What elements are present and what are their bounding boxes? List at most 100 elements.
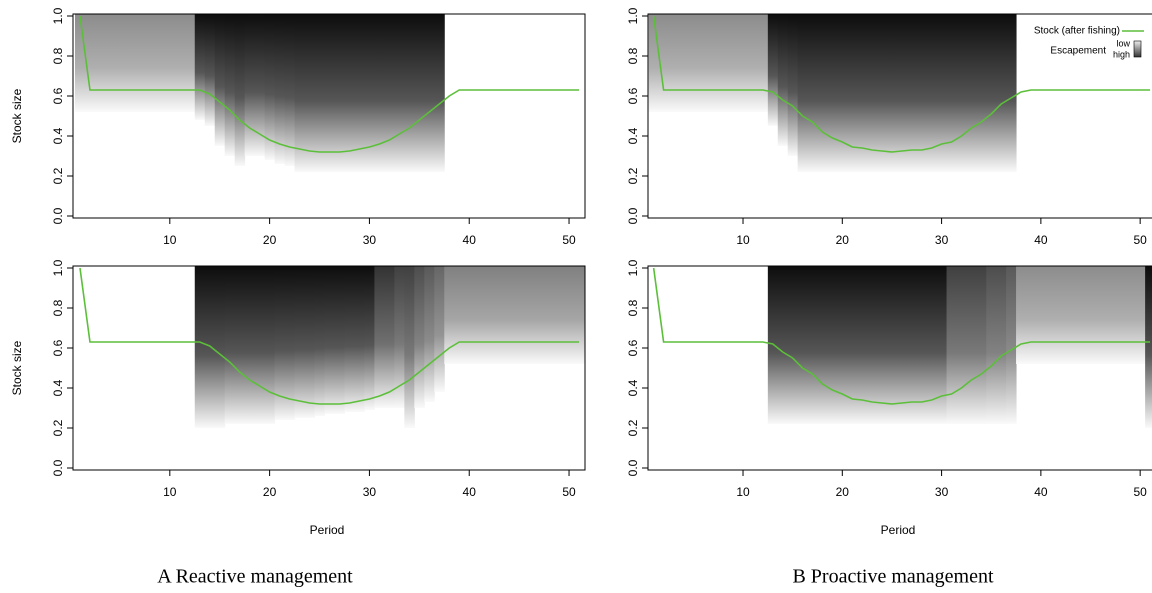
x-tick-label: 40	[1034, 233, 1048, 247]
escapement-cell	[926, 266, 938, 424]
escapement-cell	[1065, 266, 1077, 364]
escapement-cell	[224, 266, 236, 424]
escapement-cell	[224, 14, 236, 156]
y-tick-label: 0.4	[626, 127, 640, 144]
plot-frame	[647, 265, 1152, 471]
escapement-cell	[718, 14, 729, 112]
escapement-cell	[364, 14, 375, 172]
escapement-cell	[807, 266, 818, 424]
escapement-cell	[817, 14, 828, 172]
x-tick-label: 20	[263, 233, 277, 247]
escapement-cell	[524, 266, 535, 364]
y-tick-label: 0.6	[626, 87, 640, 104]
y-tick-label: 0.0	[51, 459, 65, 476]
escapement-cell	[956, 14, 967, 172]
y-tick-label: 0.0	[626, 207, 640, 224]
escapement-cell	[966, 14, 977, 172]
escapement-cell	[124, 14, 136, 112]
escapement-cell	[324, 266, 335, 414]
x-tick-label: 40	[1034, 485, 1048, 499]
escapement-cell	[394, 266, 405, 408]
y-tick-label: 0.8	[51, 47, 65, 64]
escapement-cell	[896, 14, 908, 172]
escapement-cell	[334, 266, 345, 414]
escapement-cell	[274, 14, 286, 164]
escapement-cell	[274, 266, 286, 420]
escapement-cell	[847, 14, 858, 172]
plot-area	[652, 266, 1152, 428]
x-tick-label: 40	[463, 233, 477, 247]
escapement-cell	[94, 14, 106, 112]
escapement-cell	[204, 14, 216, 126]
caption: B Proactive management	[792, 566, 993, 588]
legend-label: Stock (after fishing)	[1034, 26, 1120, 37]
escapement-cell	[534, 266, 545, 364]
escapement-cell	[787, 266, 799, 424]
plot-area	[74, 14, 580, 172]
escapement-cell	[658, 14, 670, 112]
escapement-cell	[184, 14, 196, 112]
escapement-cell	[214, 14, 226, 146]
escapement-cell	[324, 14, 335, 172]
escapement-cell	[996, 14, 1007, 172]
x-axis-label: Period	[881, 523, 916, 537]
y-tick-label: 1.0	[626, 259, 640, 276]
escapement-cell	[304, 266, 316, 418]
escapement-cell	[1145, 266, 1152, 428]
escapement-cell	[264, 14, 276, 160]
escapement-cell	[264, 266, 276, 424]
y-tick-label: 0.4	[51, 127, 65, 144]
escapement-cell	[867, 266, 878, 424]
escapement-cell	[817, 266, 828, 424]
escapement-cell	[767, 14, 779, 126]
escapement-cell	[234, 266, 246, 424]
escapement-cell	[1105, 266, 1116, 364]
y-tick-label: 1.0	[51, 7, 65, 24]
escapement-cell	[234, 14, 246, 166]
escapement-cell	[1006, 14, 1017, 172]
escapement-cell	[906, 14, 918, 172]
escapement-cell	[1095, 266, 1106, 364]
escapement-cell	[1125, 266, 1136, 364]
escapement-cell	[1035, 266, 1047, 364]
escapement-cell	[827, 14, 838, 172]
x-tick-label: 40	[463, 485, 477, 499]
escapement-cell	[384, 266, 395, 408]
y-tick-label: 0.2	[626, 167, 640, 184]
x-tick-label: 20	[263, 485, 277, 499]
escapement-cell	[896, 266, 908, 424]
x-tick-label: 30	[363, 233, 377, 247]
stock-line	[652, 267, 1151, 405]
escapement-cell	[194, 266, 206, 428]
escapement-cell	[434, 266, 445, 392]
legend-title: Escapement	[1050, 46, 1106, 57]
caption: A Reactive management	[157, 566, 353, 588]
escapement-cell	[1016, 266, 1027, 364]
y-tick-label: 0.0	[51, 207, 65, 224]
x-tick-label: 20	[836, 233, 850, 247]
escapement-cell	[1075, 266, 1087, 364]
escapement-cell	[936, 266, 948, 424]
escapement-cell	[214, 266, 226, 428]
escapement-cell	[936, 14, 948, 172]
plot-area	[79, 266, 585, 428]
y-tick-label: 0.2	[626, 419, 640, 436]
escapement-cell	[284, 266, 296, 420]
x-tick-label: 10	[736, 233, 750, 247]
escapement-cell	[886, 266, 898, 424]
x-tick-label: 10	[163, 485, 177, 499]
escapement-cell	[916, 266, 928, 424]
y-tick-label: 1.0	[626, 7, 640, 24]
escapement-cell	[857, 14, 868, 172]
escapement-cell	[747, 14, 759, 112]
x-tick-label: 10	[736, 485, 750, 499]
escapement-cell	[986, 14, 997, 172]
escapement-cell	[668, 14, 679, 112]
escapement-cell	[787, 14, 799, 156]
escapement-cell	[424, 266, 435, 402]
stock-line	[79, 15, 580, 153]
escapement-cell	[314, 266, 326, 416]
plot-area	[648, 14, 1151, 172]
